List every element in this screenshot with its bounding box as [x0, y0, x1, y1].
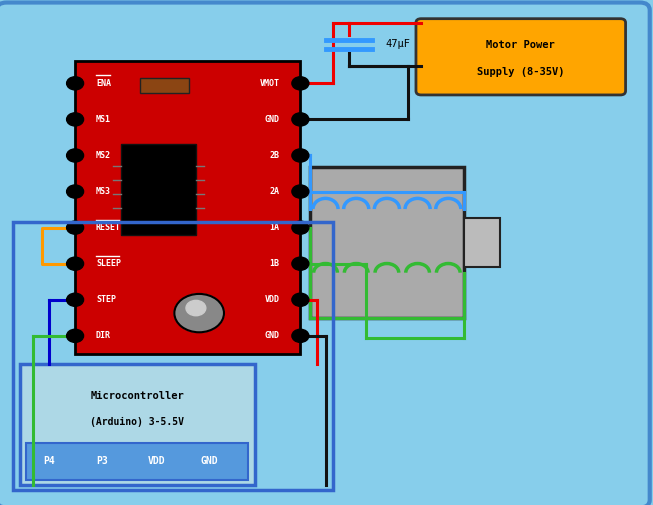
Text: MS2: MS2: [96, 151, 111, 160]
Circle shape: [67, 257, 84, 270]
Bar: [75, 61, 300, 354]
Circle shape: [67, 113, 84, 126]
FancyBboxPatch shape: [416, 19, 626, 95]
Circle shape: [292, 257, 309, 270]
Circle shape: [67, 221, 84, 234]
Text: 1A: 1A: [270, 223, 279, 232]
Bar: [121, 144, 196, 235]
Bar: [310, 167, 464, 318]
Circle shape: [67, 149, 84, 162]
Text: Supply (8-35V): Supply (8-35V): [477, 67, 564, 77]
Text: Steppermotør.fr: Steppermotør.fr: [154, 199, 218, 205]
Text: 2B: 2B: [270, 151, 279, 160]
Bar: [464, 218, 500, 267]
Text: GND: GND: [201, 456, 218, 466]
Text: SLEEP: SLEEP: [96, 259, 121, 268]
Circle shape: [292, 221, 309, 234]
Text: GND: GND: [264, 115, 279, 124]
Text: Motor Power: Motor Power: [486, 39, 555, 49]
Circle shape: [292, 329, 309, 342]
Circle shape: [67, 77, 84, 90]
Text: P4: P4: [43, 456, 55, 466]
Text: Steppermotør.fr: Steppermotør.fr: [154, 391, 218, 397]
Text: GND: GND: [264, 331, 279, 340]
Text: VDD: VDD: [264, 295, 279, 304]
Text: VDD: VDD: [148, 456, 165, 466]
Text: Microcontroller: Microcontroller: [90, 391, 184, 401]
Text: MS3: MS3: [96, 187, 111, 196]
Text: DIR: DIR: [96, 331, 111, 340]
Text: MS1: MS1: [96, 115, 111, 124]
Circle shape: [186, 300, 206, 316]
Text: 2A: 2A: [270, 187, 279, 196]
Text: (Arduino) 3-5.5V: (Arduino) 3-5.5V: [90, 417, 184, 427]
Text: ENA: ENA: [96, 79, 111, 88]
Text: P3: P3: [97, 456, 108, 466]
Circle shape: [292, 185, 309, 198]
FancyBboxPatch shape: [0, 3, 650, 505]
Text: Steppermotør.fr: Steppermotør.fr: [360, 290, 424, 296]
Bar: [26, 443, 248, 480]
Circle shape: [292, 77, 309, 90]
Text: RESET: RESET: [96, 223, 121, 232]
Bar: [13, 222, 333, 490]
Text: VMOT: VMOT: [259, 79, 279, 88]
Circle shape: [292, 149, 309, 162]
Circle shape: [67, 185, 84, 198]
Bar: [140, 78, 189, 93]
Text: STEP: STEP: [96, 295, 116, 304]
Text: Steppermotør.fr: Steppermotør.fr: [360, 189, 424, 195]
Text: 47μF: 47μF: [385, 39, 410, 49]
Bar: [20, 364, 255, 485]
Circle shape: [174, 294, 224, 332]
Circle shape: [67, 293, 84, 307]
Circle shape: [292, 113, 309, 126]
Circle shape: [67, 329, 84, 342]
Text: 1B: 1B: [270, 259, 279, 268]
Circle shape: [292, 293, 309, 307]
